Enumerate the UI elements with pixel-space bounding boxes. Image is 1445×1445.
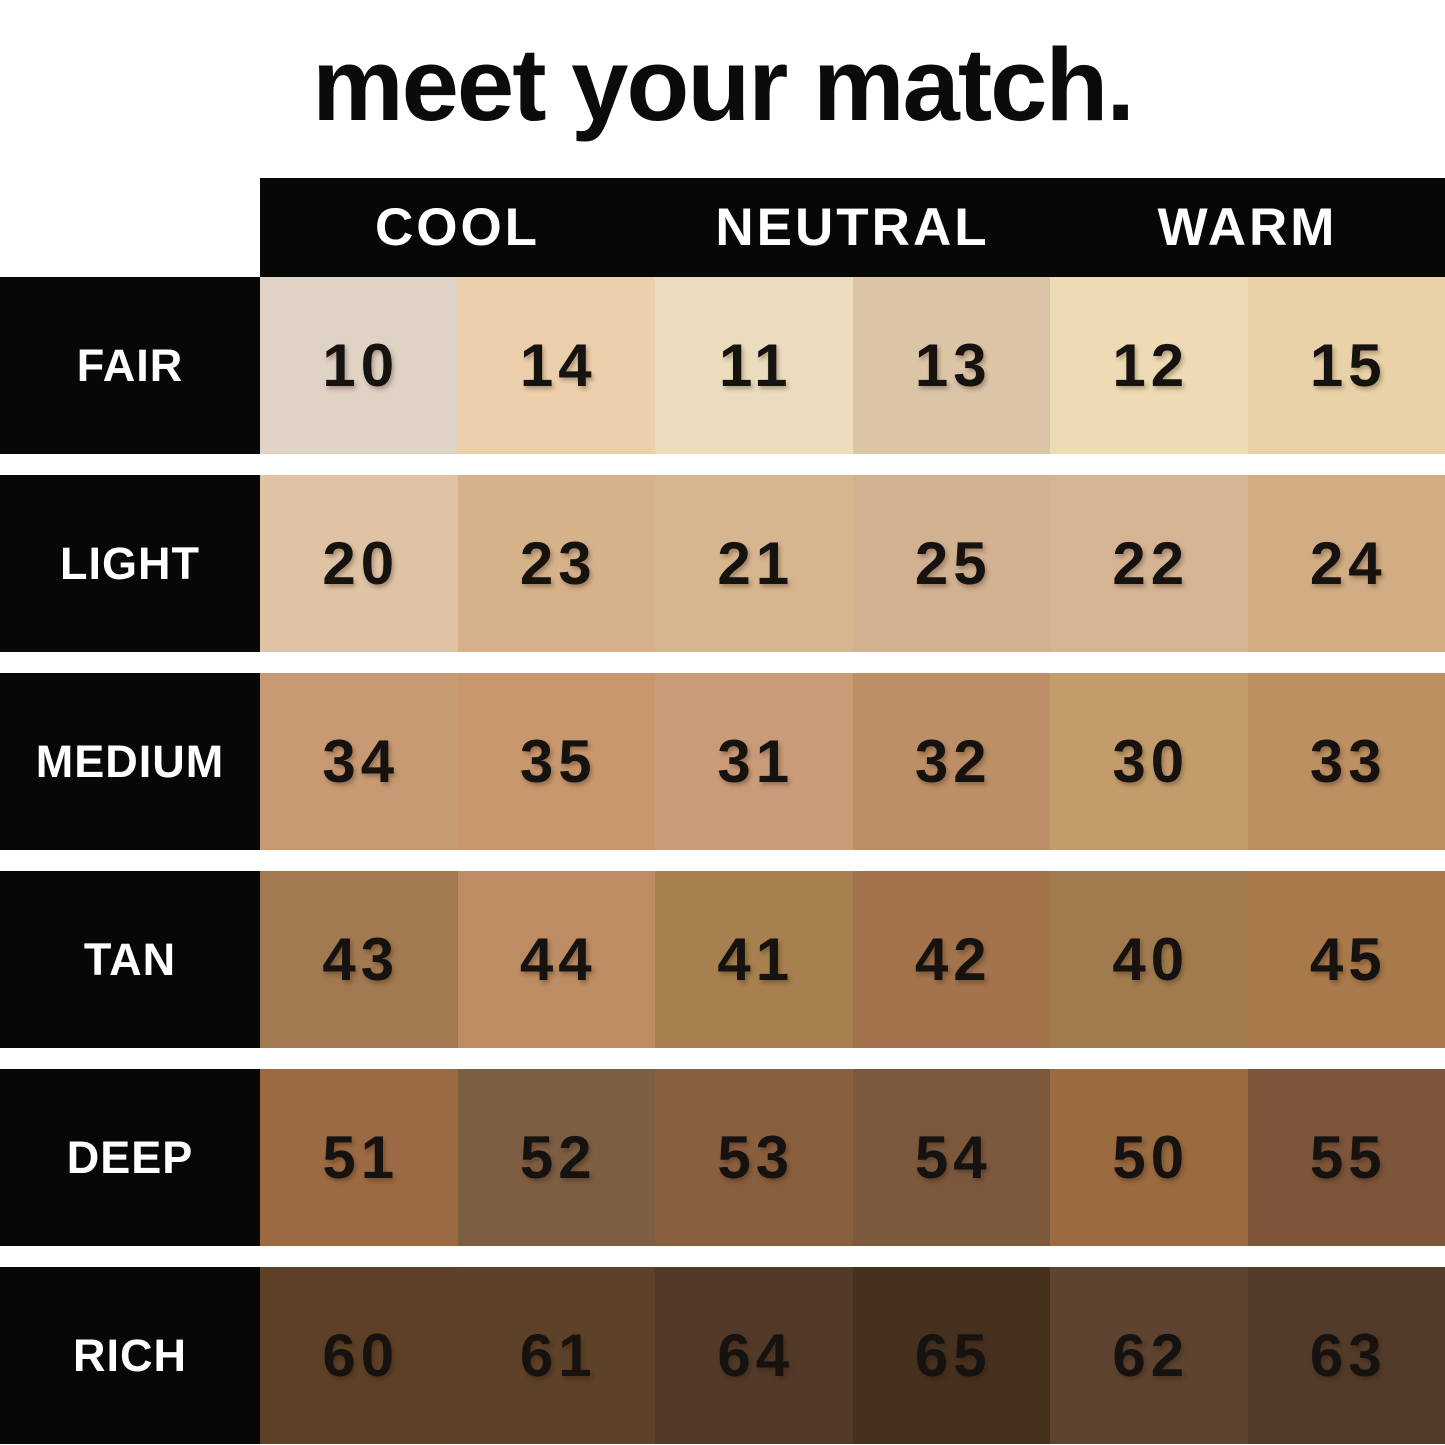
shade-swatch-11: 11 — [655, 277, 853, 454]
shade-swatch-61: 61 — [457, 1267, 655, 1444]
shade-number: 64 — [717, 1322, 795, 1389]
shade-swatch-13: 13 — [852, 277, 1050, 454]
undertone-header-row: COOL NEUTRAL WARM — [260, 178, 1445, 277]
shade-swatch-40: 40 — [1050, 871, 1248, 1048]
shade-number: 14 — [519, 332, 597, 399]
shade-swatch-10: 10 — [260, 277, 458, 454]
shade-number: 20 — [322, 530, 400, 597]
shade-number: 15 — [1309, 332, 1387, 399]
row-label-rich: RICH — [0, 1267, 260, 1444]
shade-swatch-65: 65 — [852, 1267, 1050, 1444]
shade-rows: FAIR 10 14 11 13 12 15 LIGHT 20 23 21 25 22 24 MEDIUM 3… — [0, 277, 1445, 1444]
shade-swatch-52: 52 — [457, 1069, 655, 1246]
header-cool: COOL — [374, 198, 541, 257]
shade-swatch-30: 30 — [1050, 673, 1248, 850]
shade-number: 65 — [914, 1322, 992, 1389]
shade-number: 41 — [717, 926, 795, 993]
header-warm: WARM — [1157, 198, 1338, 257]
shade-swatch-24: 24 — [1247, 475, 1445, 652]
shade-swatch-35: 35 — [457, 673, 655, 850]
shade-row-medium: MEDIUM 34 35 31 32 30 33 — [0, 673, 1445, 850]
shade-number: 50 — [1112, 1124, 1190, 1191]
shade-number: 55 — [1309, 1124, 1387, 1191]
shade-swatch-62: 62 — [1050, 1267, 1248, 1444]
shade-number: 52 — [519, 1124, 597, 1191]
shade-swatch-63: 63 — [1247, 1267, 1445, 1444]
shade-swatch-53: 53 — [655, 1069, 853, 1246]
shade-swatch-25: 25 — [852, 475, 1050, 652]
shade-number: 43 — [322, 926, 400, 993]
shade-swatch-33: 33 — [1247, 673, 1445, 850]
shade-number: 51 — [322, 1124, 400, 1191]
shade-number: 42 — [914, 926, 992, 993]
shade-swatch-41: 41 — [655, 871, 853, 1048]
shade-number: 11 — [719, 332, 793, 399]
shade-number: 53 — [717, 1124, 795, 1191]
shade-number: 35 — [519, 728, 597, 795]
shade-swatch-54: 54 — [852, 1069, 1050, 1246]
shade-table: COOL NEUTRAL WARM FAIR 10 14 11 13 12 15 LIGHT 2… — [0, 178, 1445, 1444]
row-label-fair: FAIR — [0, 277, 260, 454]
shade-number: 13 — [914, 332, 992, 399]
row-label-light: LIGHT — [0, 475, 260, 652]
shade-swatch-31: 31 — [655, 673, 853, 850]
shade-number: 44 — [519, 926, 597, 993]
shade-number: 32 — [914, 728, 992, 795]
shade-row-light: LIGHT 20 23 21 25 22 24 — [0, 475, 1445, 652]
shade-number: 54 — [914, 1124, 992, 1191]
shade-number: 45 — [1309, 926, 1387, 993]
shade-swatch-50: 50 — [1050, 1069, 1248, 1246]
row-label-tan: TAN — [0, 871, 260, 1048]
shade-swatch-34: 34 — [260, 673, 458, 850]
shade-swatch-42: 42 — [852, 871, 1050, 1048]
shade-swatch-64: 64 — [655, 1267, 853, 1444]
shade-number: 21 — [717, 530, 795, 597]
shade-row-deep: DEEP 51 52 53 54 50 55 — [0, 1069, 1445, 1246]
shade-number: 25 — [914, 530, 992, 597]
shade-number: 30 — [1112, 728, 1190, 795]
row-label-medium: MEDIUM — [0, 673, 260, 850]
row-label-deep: DEEP — [0, 1069, 260, 1246]
shade-number: 33 — [1309, 728, 1387, 795]
shade-number: 12 — [1112, 332, 1190, 399]
shade-swatch-23: 23 — [457, 475, 655, 652]
shade-number: 31 — [717, 728, 795, 795]
shade-number: 34 — [322, 728, 400, 795]
shade-swatch-20: 20 — [260, 475, 458, 652]
shade-swatch-43: 43 — [260, 871, 458, 1048]
shade-swatch-60: 60 — [260, 1267, 458, 1444]
shade-row-fair: FAIR 10 14 11 13 12 15 — [0, 277, 1445, 454]
shade-swatch-32: 32 — [852, 673, 1050, 850]
shade-swatch-12: 12 — [1050, 277, 1248, 454]
shade-number: 10 — [322, 332, 400, 399]
shade-number: 63 — [1309, 1322, 1387, 1389]
page-title: meet your match. — [312, 27, 1135, 142]
shade-row-rich: RICH 60 61 64 65 62 63 — [0, 1267, 1445, 1444]
shade-swatch-22: 22 — [1050, 475, 1248, 652]
shade-swatch-44: 44 — [457, 871, 655, 1048]
shade-swatch-15: 15 — [1247, 277, 1445, 454]
header-neutral: NEUTRAL — [715, 198, 990, 257]
shade-swatch-55: 55 — [1247, 1069, 1445, 1246]
shade-number: 23 — [519, 530, 597, 597]
shade-number: 40 — [1112, 926, 1190, 993]
shade-number: 22 — [1112, 530, 1190, 597]
shade-swatch-21: 21 — [655, 475, 853, 652]
shade-swatch-51: 51 — [260, 1069, 458, 1246]
shade-row-tan: TAN 43 44 41 42 40 45 — [0, 871, 1445, 1048]
shade-number: 60 — [322, 1322, 400, 1389]
shade-swatch-14: 14 — [457, 277, 655, 454]
shade-number: 62 — [1112, 1322, 1190, 1389]
shade-number: 61 — [519, 1322, 597, 1389]
shade-swatch-45: 45 — [1247, 871, 1445, 1048]
shade-number: 24 — [1309, 530, 1387, 597]
